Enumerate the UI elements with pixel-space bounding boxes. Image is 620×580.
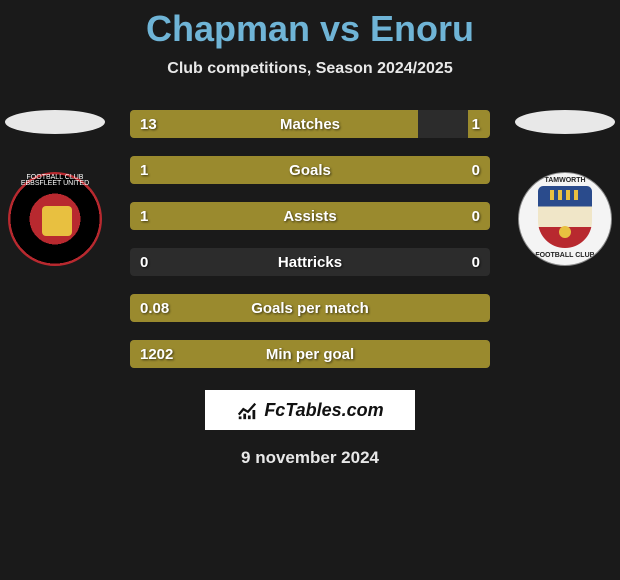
stat-label: Hattricks xyxy=(130,248,490,276)
left-column: EBBSFLEET UNITED FOOTBALL CLUB xyxy=(0,110,110,266)
comparison-content: EBBSFLEET UNITED FOOTBALL CLUB TAMWORTH … xyxy=(0,110,620,368)
page-subtitle: Club competitions, Season 2024/2025 xyxy=(0,60,620,78)
badge-shield xyxy=(538,186,592,248)
footer-brand-text: FcTables.com xyxy=(264,400,383,421)
stat-label: Goals xyxy=(130,156,490,184)
stat-row: 1Assists0 xyxy=(130,202,490,230)
page-title: Chapman vs Enoru xyxy=(0,0,620,50)
stat-row: 1Goals0 xyxy=(130,156,490,184)
stat-value-right xyxy=(470,340,490,368)
stat-row: 0.08Goals per match xyxy=(130,294,490,322)
chart-icon xyxy=(236,399,258,421)
stats-container: 13Matches11Goals01Assists00Hattricks00.0… xyxy=(130,110,490,368)
right-club-badge: TAMWORTH FOOTBALL CLUB xyxy=(518,172,612,266)
stat-label: Goals per match xyxy=(130,294,490,322)
stat-value-right: 0 xyxy=(462,202,490,230)
stat-value-right xyxy=(470,294,490,322)
stat-label: Min per goal xyxy=(130,340,490,368)
stat-value-right: 0 xyxy=(462,156,490,184)
page-date: 9 november 2024 xyxy=(0,448,620,468)
stat-label: Matches xyxy=(130,110,490,138)
right-flag-placeholder xyxy=(515,110,615,134)
right-column: TAMWORTH FOOTBALL CLUB xyxy=(510,110,620,266)
left-club-badge: EBBSFLEET UNITED FOOTBALL CLUB xyxy=(8,172,102,266)
stat-label: Assists xyxy=(130,202,490,230)
stat-row: 1202Min per goal xyxy=(130,340,490,368)
left-flag-placeholder xyxy=(5,110,105,134)
stat-value-right: 0 xyxy=(462,248,490,276)
footer-brand-badge[interactable]: FcTables.com xyxy=(205,390,415,430)
stat-row: 13Matches1 xyxy=(130,110,490,138)
badge-bottom-label: FOOTBALL CLUB xyxy=(535,252,594,259)
stat-row: 0Hattricks0 xyxy=(130,248,490,276)
shield-flower-icon xyxy=(559,226,571,238)
stat-value-right: 1 xyxy=(462,110,490,138)
badge-ring-bottom: FOOTBALL CLUB xyxy=(10,174,100,258)
badge-top-label: TAMWORTH xyxy=(544,177,585,184)
